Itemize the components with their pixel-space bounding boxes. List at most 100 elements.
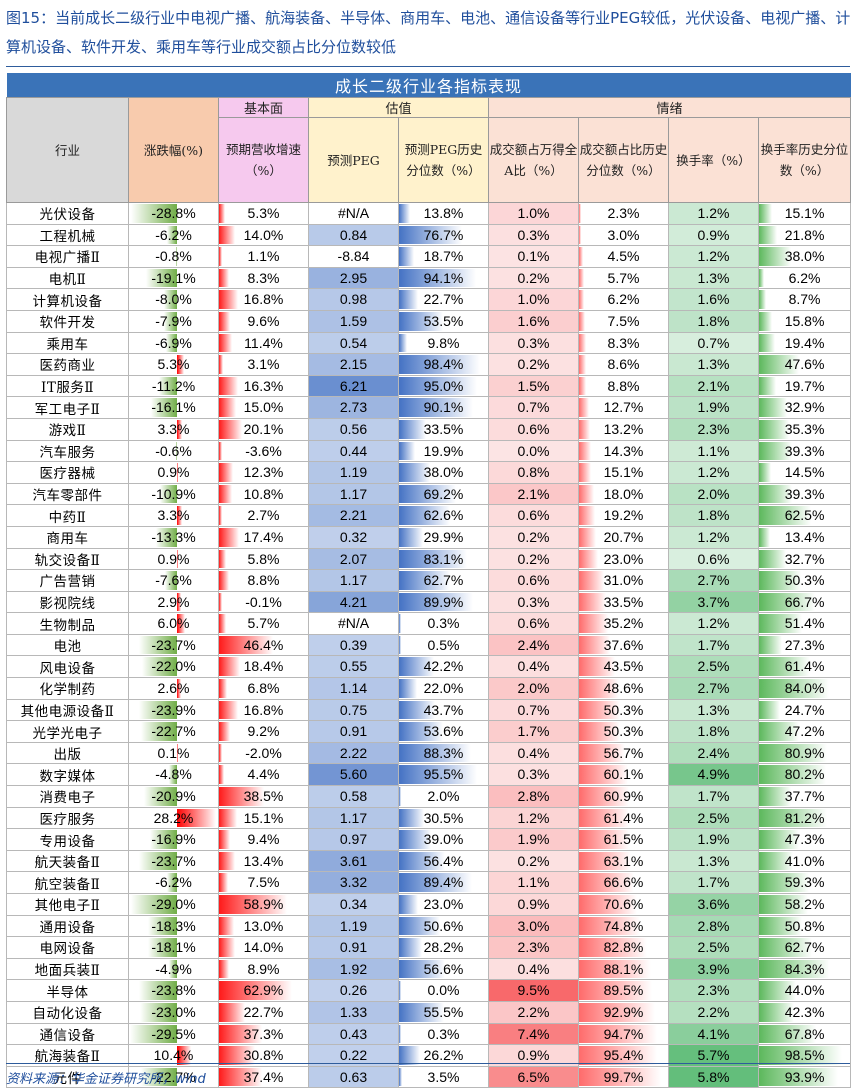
change-cell-bar	[177, 419, 182, 439]
indicator-table: 成长二级行业各指标表现 行业 涨跌幅(%) 基本面 估值 情绪 预期营收增速（%…	[6, 73, 852, 1089]
change-cell: -11.2%	[128, 374, 219, 398]
revenue-cell-value: 9.6%	[247, 312, 280, 329]
turnover-rate-cell: 3.6%	[668, 893, 759, 916]
turnover-pct-cell: 60.9%	[578, 785, 669, 808]
industry-name: 医药商业	[6, 353, 129, 376]
table-row: 航天装备Ⅱ -23.7% 13.4% 3.61 56.4% 0.2% 63.1% 1.3% 41…	[6, 849, 852, 873]
industry-name: 电网设备	[6, 936, 129, 959]
turnover-pct-cell-bar	[579, 419, 590, 439]
turnover-rate-cell: 2.3%	[668, 979, 759, 1002]
turnover-rate-pct-cell-bar	[759, 225, 778, 245]
peg-pct-cell-value: 88.3%	[423, 744, 464, 761]
change-cell-value: 28.2%	[153, 809, 194, 826]
revenue-cell-bar	[219, 657, 241, 677]
turnover-pct-cell-bar	[579, 959, 652, 979]
revenue-cell: 22.7%	[218, 1000, 309, 1024]
turnover-share-cell-value: 0.9%	[517, 1047, 550, 1064]
peg-pct-cell-bar	[399, 290, 418, 309]
turnover-share-cell: 0.3%	[488, 223, 579, 247]
turnover-share-cell-value: 1.7%	[517, 723, 550, 740]
turnover-rate-cell-value: 2.8%	[697, 917, 730, 934]
turnover-pct-cell-value: 94.7%	[603, 1025, 644, 1042]
turnover-rate-cell: 4.1%	[668, 1022, 759, 1046]
peg-cell-value: 0.58	[339, 788, 368, 805]
change-cell-value: -20.9%	[151, 788, 196, 805]
revenue-cell-bar	[219, 959, 230, 979]
turnover-pct-cell-value: 8.6%	[607, 356, 640, 373]
table-row: 化学制药 2.6% 6.8% 1.14 22.0% 2.0% 48.6% 2.7% 84.0%	[6, 677, 852, 700]
change-cell-value: -19.1%	[151, 269, 196, 286]
revenue-cell-value: 46.4%	[243, 636, 284, 653]
turnover-rate-pct-cell: 32.7%	[757, 547, 852, 571]
turnover-rate-pct-cell: 14.5%	[757, 461, 852, 484]
industry-name: 其他电源设备Ⅱ	[6, 698, 129, 722]
revenue-cell-value: -2.0%	[245, 744, 282, 761]
change-cell-bar	[159, 376, 178, 396]
peg-pct-cell-bar	[399, 808, 424, 828]
peg-cell-value: 1.19	[339, 917, 368, 934]
change-cell-bar	[155, 527, 178, 547]
industry-name: 计算机设备	[6, 288, 129, 311]
change-cell-bar	[164, 290, 178, 309]
turnover-share-cell: 0.6%	[488, 504, 579, 527]
peg-cell-value: 4.21	[339, 593, 368, 610]
turnover-pct-cell: 61.5%	[578, 828, 669, 851]
turnover-pct-cell: 43.5%	[578, 655, 669, 679]
peg-cell-value: 0.43	[339, 1025, 368, 1042]
turnover-pct-cell-value: 92.9%	[603, 1003, 644, 1020]
industry-name: 医疗服务	[6, 806, 129, 830]
change-cell-value: -23.0%	[151, 1003, 196, 1020]
industry-name: 电机Ⅱ	[6, 266, 129, 290]
turnover-rate-pct-cell: 39.3%	[757, 482, 852, 506]
table-row: 专用设备 -16.9% 9.4% 0.97 39.0% 1.9% 61.5% 1.9% 47.3…	[6, 828, 852, 851]
turnover-rate-pct-cell: 93.9%	[757, 1065, 852, 1089]
change-cell-value: -18.1%	[151, 939, 196, 956]
turnover-rate-pct-cell-value: 81.2%	[784, 809, 825, 826]
peg-cell: 0.44	[308, 439, 399, 463]
peg-cell-value: 0.22	[339, 1047, 368, 1064]
turnover-pct-cell-bar	[579, 376, 587, 396]
turnover-pct-cell-bar	[579, 1046, 658, 1065]
change-cell-bar	[143, 787, 178, 806]
peg-pct-cell: 38.0%	[398, 461, 489, 484]
change-cell-bar	[140, 722, 178, 741]
peg-pct-cell-bar	[399, 398, 473, 417]
peg-pct-cell-value: 56.6%	[423, 960, 464, 977]
turnover-pct-cell-value: 82.8%	[603, 939, 644, 956]
peg-cell: -8.84	[308, 245, 399, 268]
turnover-rate-pct-cell-bar	[759, 333, 776, 353]
top-rule	[6, 66, 850, 67]
turnover-rate-pct-cell-value: 19.4%	[784, 334, 825, 351]
turnover-share-cell-value: 0.4%	[517, 744, 550, 761]
industry-name: 生物制品	[6, 612, 129, 635]
turnover-rate-pct-cell-bar	[759, 1024, 816, 1044]
industry-name: 专用设备	[6, 828, 129, 851]
peg-pct-cell-bar	[399, 895, 418, 914]
turnover-share-cell-value: 0.2%	[517, 852, 550, 869]
change-cell: 2.6%	[128, 677, 219, 700]
change-cell: 6.0%	[128, 612, 219, 635]
table-body: 光伏设备 -28.8% 5.3% #N/A 13.8% 1.0% 2.3% 1.2% 15.1%…	[6, 202, 852, 1089]
change-cell-value: -28.8%	[151, 205, 196, 221]
turnover-rate-pct-cell-value: 19.7%	[784, 377, 825, 394]
turnover-rate-cell: 1.9%	[668, 828, 759, 851]
turnover-pct-cell: 92.9%	[578, 1000, 669, 1024]
table-row: 汽车零部件 -10.9% 10.8% 1.17 69.2% 2.1% 18.0% 2.0% 39…	[6, 482, 852, 506]
table-row: 光学光电子 -22.7% 9.2% 0.91 53.6% 1.7% 50.3% 1.8% 47.…	[6, 720, 852, 743]
turnover-pct-cell-value: 3.0%	[607, 226, 640, 243]
turnover-rate-cell-value: 2.3%	[697, 982, 730, 999]
revenue-cell-value: -3.6%	[245, 442, 282, 459]
turnover-rate-pct-cell-bar	[759, 895, 808, 914]
turnover-share-cell: 2.4%	[488, 633, 579, 657]
peg-pct-cell: 53.6%	[398, 720, 489, 743]
table-row: 数字媒体 -4.8% 4.4% 5.60 95.5% 0.3% 60.1% 4.9% 80.2%	[6, 763, 852, 787]
peg-pct-cell-bar	[399, 571, 451, 590]
header-turnover-pct: 成交额占比历史分位数（%）	[578, 117, 669, 203]
turnover-rate-pct-cell: 19.4%	[757, 331, 852, 355]
turnover-pct-cell-value: 48.6%	[603, 680, 644, 697]
revenue-cell-bar	[219, 830, 230, 849]
turnover-share-cell: 3.0%	[488, 914, 579, 938]
turnover-pct-cell-bar	[579, 268, 584, 288]
turnover-rate-cell: 4.9%	[668, 763, 759, 787]
turnover-pct-cell: 66.6%	[578, 871, 669, 894]
